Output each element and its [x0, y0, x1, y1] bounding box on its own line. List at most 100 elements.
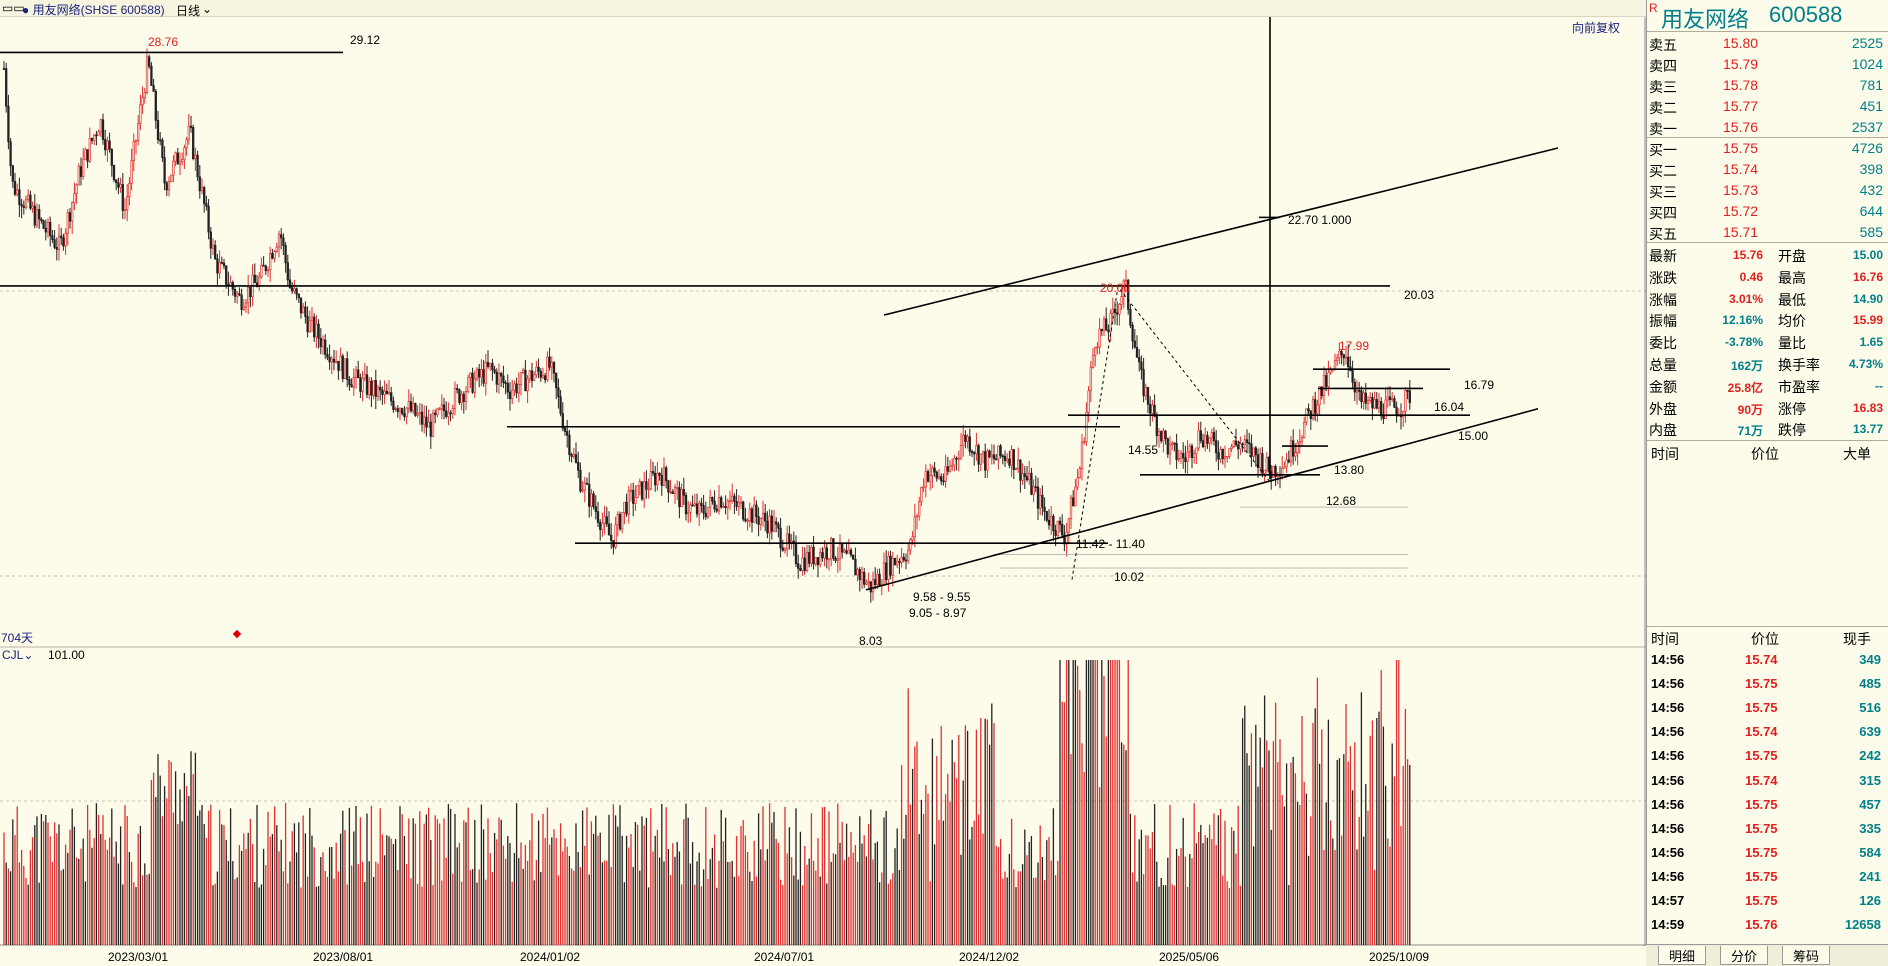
trade-row[interactable]: 14:56 15.75 485 [1647, 673, 1888, 695]
trade-row[interactable]: 14:57 15.75 126 [1647, 890, 1888, 912]
candle-body [51, 235, 54, 240]
candle-body [9, 141, 12, 167]
candle-body [689, 504, 692, 513]
stat-label: 最高 [1778, 269, 1806, 286]
candle-body [1052, 515, 1055, 532]
candle-body [1065, 531, 1068, 545]
candle-body [38, 209, 41, 220]
kline-canvas[interactable] [0, 17, 1646, 946]
candle-body [823, 547, 826, 559]
window-icon[interactable]: ▭▭ [2, 1, 25, 15]
candle-body [841, 543, 844, 553]
candle-body [2, 68, 6, 70]
bid-row[interactable]: 买五 15.71 585 [1647, 222, 1888, 243]
candle-body [418, 411, 421, 415]
candle-body [761, 512, 765, 520]
candle-body [119, 184, 122, 188]
candle-body [1351, 370, 1354, 383]
candle-body [645, 481, 648, 490]
fib-label: 22.70 1.000 [1288, 213, 1352, 227]
candle-body [1201, 440, 1205, 448]
tab-price-distribution[interactable]: 分价 [1720, 946, 1769, 965]
trade-row[interactable]: 14:56 15.75 242 [1647, 745, 1888, 767]
candle-body [995, 458, 998, 461]
bid-row[interactable]: 买二 15.74 398 [1647, 159, 1888, 180]
candle-body [1388, 396, 1392, 401]
candle-body [937, 476, 941, 479]
bid-row[interactable]: 买四 15.72 644 [1647, 201, 1888, 222]
candle-body [1243, 439, 1246, 445]
candle-body [1204, 434, 1207, 448]
trade-row[interactable]: 14:56 15.74 639 [1647, 721, 1888, 743]
stat-value: 3.01% [1728, 291, 1763, 306]
candle-body [1039, 494, 1042, 509]
candle-body [350, 384, 353, 388]
candle-body [1265, 456, 1268, 471]
volume-indicator-select[interactable]: CJL⌄ [2, 648, 33, 662]
candle-body [414, 403, 417, 416]
candle-body [473, 378, 476, 393]
ask-row[interactable]: 卖三 15.78 781 [1647, 75, 1888, 96]
trade-row[interactable]: 14:56 15.75 516 [1647, 697, 1888, 719]
candle-body [1322, 375, 1326, 396]
candle-body [1316, 404, 1319, 414]
candle-body [1256, 454, 1260, 468]
candle-body [1226, 456, 1229, 458]
candle-body [1307, 408, 1310, 412]
stat-label: 涨幅 [1649, 291, 1677, 308]
bid-row[interactable]: 买一 15.75 4726 [1647, 138, 1888, 159]
candle-body [929, 475, 932, 482]
big-header-big: 大单 [1843, 446, 1871, 462]
trade-row[interactable]: 14:56 15.75 335 [1647, 818, 1888, 840]
ask-row[interactable]: 卖一 15.76 2537 [1647, 117, 1888, 138]
bid-price: 15.75 [1723, 140, 1759, 156]
tab-chips[interactable]: 筹码 [1782, 946, 1831, 965]
candle-body [742, 501, 745, 520]
candle-body [669, 491, 672, 494]
trade-row[interactable]: 14:56 15.75 584 [1647, 842, 1888, 864]
candle-body [834, 557, 837, 561]
candle-body [1074, 486, 1077, 507]
restore-toggle[interactable]: 向前复权 [1572, 21, 1621, 35]
period-label: 日线 [176, 4, 201, 18]
trade-row[interactable]: 14:56 15.75 457 [1647, 794, 1888, 816]
candle-body [904, 559, 908, 562]
trade-price: 15.74 [1745, 724, 1778, 740]
trade-time: 14:56 [1651, 700, 1685, 716]
bid-label: 买二 [1649, 163, 1677, 179]
ask-row[interactable]: 卖二 15.77 451 [1647, 96, 1888, 117]
ask-label: 卖五 [1649, 37, 1677, 53]
stat-label: 换手率 [1778, 357, 1820, 373]
candle-body [75, 184, 78, 195]
candle-body [104, 139, 107, 151]
candle-body [121, 184, 124, 211]
bid-row[interactable]: 买三 15.73 432 [1647, 180, 1888, 201]
candle-body [293, 288, 296, 292]
trade-row[interactable]: 14:56 15.74 315 [1647, 770, 1888, 792]
trade-row[interactable]: 14:56 15.74 349 [1647, 649, 1888, 671]
trade-time: 14:57 [1651, 893, 1685, 908]
tab-details[interactable]: 明细 [1658, 946, 1707, 965]
ask-row[interactable]: 卖五 15.80 2525 [1647, 33, 1888, 54]
trade-row[interactable]: 14:59 15.76 12658 [1647, 914, 1888, 936]
candle-body [238, 293, 241, 296]
trade-row[interactable]: 14:56 15.75 241 [1647, 866, 1888, 888]
candle-body [678, 487, 681, 508]
candle-body [511, 389, 514, 400]
candle-body [139, 104, 142, 124]
trade-price: 15.76 [1745, 917, 1778, 933]
level-label-15-00: 15.00 [1458, 429, 1489, 443]
candle-body [1003, 455, 1007, 461]
candle-body [117, 182, 120, 188]
candle-body [207, 205, 210, 233]
candle-body [799, 567, 802, 571]
bid-price: 15.72 [1723, 203, 1759, 219]
kline-chart[interactable]: 向前复权 28.76 29.12 22.70 1.000 20.00 20.03… [0, 17, 1646, 964]
stat-value: 90万 [1737, 402, 1763, 417]
candle-body [392, 400, 395, 411]
candle-body [130, 160, 133, 184]
stat-value: 15.76 [1732, 248, 1763, 262]
ask-row[interactable]: 卖四 15.79 1024 [1647, 54, 1888, 75]
candle-body [339, 355, 342, 371]
candle-body [748, 508, 751, 521]
